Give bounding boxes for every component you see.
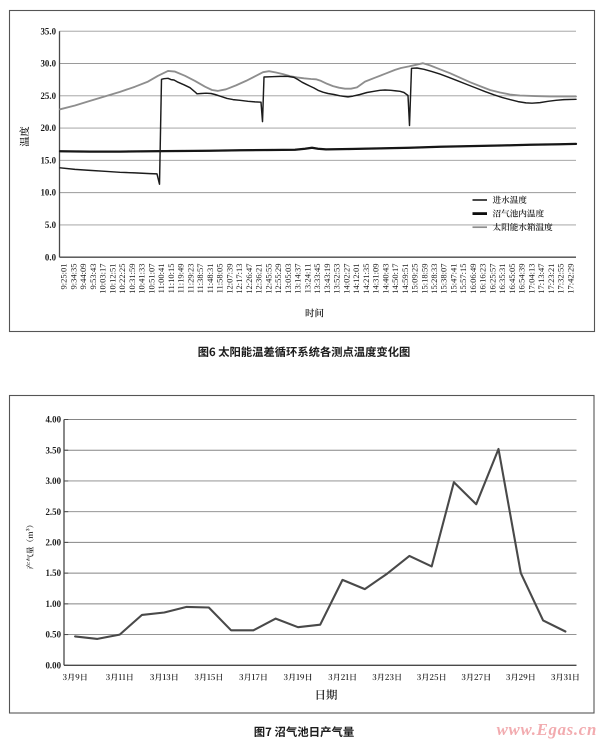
svg-text:13:14:37: 13:14:37 (293, 264, 303, 294)
svg-text:17:23:21: 17:23:21 (546, 264, 556, 294)
svg-text:3.50: 3.50 (45, 445, 61, 455)
svg-text:10:12:51: 10:12:51 (107, 264, 117, 294)
svg-text:11:10:15: 11:10:15 (166, 264, 176, 294)
svg-text:3.00: 3.00 (45, 476, 61, 486)
svg-text:15:28:33: 15:28:33 (429, 264, 439, 294)
svg-text:13:05:03: 13:05:03 (283, 264, 293, 294)
svg-text:14:59:51: 14:59:51 (400, 264, 410, 294)
svg-text:14:12:01: 14:12:01 (351, 264, 361, 294)
svg-text:10:51:07: 10:51:07 (146, 264, 156, 294)
svg-text:13:52:53: 13:52:53 (332, 264, 342, 294)
svg-text:16:25:57: 16:25:57 (487, 264, 497, 294)
svg-text:15:57:15: 15:57:15 (458, 264, 468, 294)
svg-text:11:38:57: 11:38:57 (195, 264, 205, 294)
svg-text:5.0: 5.0 (45, 220, 57, 230)
svg-text:25.0: 25.0 (40, 91, 56, 101)
svg-text:12:26:47: 12:26:47 (244, 264, 254, 294)
svg-text:15:47:41: 15:47:41 (448, 264, 458, 294)
svg-text:30.0: 30.0 (40, 59, 56, 69)
svg-text:12:17:13: 12:17:13 (234, 264, 244, 294)
svg-text:1.50: 1.50 (45, 568, 61, 578)
svg-text:0.0: 0.0 (45, 252, 57, 262)
svg-text:11:19:49: 11:19:49 (176, 264, 186, 294)
svg-text:35.0: 35.0 (40, 26, 56, 36)
svg-text:9:25:01: 9:25:01 (59, 264, 69, 290)
svg-text:14:31:09: 14:31:09 (371, 264, 381, 294)
svg-text:15:18:59: 15:18:59 (419, 264, 429, 294)
svg-text:10:31:59: 10:31:59 (127, 264, 137, 294)
svg-text:15:09:25: 15:09:25 (410, 264, 420, 294)
svg-text:20.0: 20.0 (40, 123, 56, 133)
svg-text:15.0: 15.0 (40, 155, 56, 165)
svg-text:11:00:41: 11:00:41 (156, 264, 166, 294)
svg-text:2.50: 2.50 (45, 507, 61, 517)
svg-text:10:22:25: 10:22:25 (117, 264, 127, 294)
svg-text:17:04:13: 17:04:13 (526, 264, 536, 294)
svg-text:15:38:07: 15:38:07 (439, 264, 449, 294)
svg-text:14:21:35: 14:21:35 (361, 264, 371, 294)
svg-text:0.00: 0.00 (45, 660, 61, 670)
svg-text:13:24:11: 13:24:11 (302, 264, 312, 294)
svg-text:12:55:29: 12:55:29 (273, 264, 283, 294)
svg-text:11:29:23: 11:29:23 (185, 264, 195, 294)
svg-text:9:34:35: 9:34:35 (68, 264, 78, 290)
svg-text:12:36:21: 12:36:21 (254, 264, 264, 294)
svg-text:2.00: 2.00 (45, 538, 61, 548)
svg-text:10:03:17: 10:03:17 (98, 264, 108, 294)
svg-text:16:54:39: 16:54:39 (517, 264, 527, 294)
svg-text:10:41:33: 10:41:33 (137, 264, 147, 294)
svg-text:14:40:43: 14:40:43 (380, 264, 390, 294)
svg-text:16:06:49: 16:06:49 (468, 264, 478, 294)
svg-text:9:44:09: 9:44:09 (78, 264, 88, 290)
svg-text:14:50:17: 14:50:17 (390, 264, 400, 294)
svg-text:13:43:19: 13:43:19 (322, 264, 332, 294)
svg-text:17:32:55: 17:32:55 (556, 264, 566, 294)
svg-text:10.0: 10.0 (40, 188, 56, 198)
svg-text:14:02:27: 14:02:27 (341, 264, 351, 294)
svg-text:17:13:47: 17:13:47 (536, 264, 546, 294)
svg-text:0.50: 0.50 (45, 630, 61, 640)
svg-text:12:07:39: 12:07:39 (224, 264, 234, 294)
svg-text:16:16:23: 16:16:23 (478, 264, 488, 294)
svg-text:11:48:31: 11:48:31 (205, 264, 215, 294)
svg-text:www.Egas.cn: www.Egas.cn (497, 720, 597, 739)
svg-text:13:33:45: 13:33:45 (312, 264, 322, 294)
svg-text:12:45:55: 12:45:55 (263, 264, 273, 294)
svg-text:4.00: 4.00 (45, 415, 61, 425)
svg-text:17:42:29: 17:42:29 (565, 264, 575, 294)
svg-text:9:53:43: 9:53:43 (88, 264, 98, 290)
svg-text:11:58:05: 11:58:05 (215, 264, 225, 294)
svg-text:16:45:05: 16:45:05 (507, 264, 517, 294)
svg-text:1.00: 1.00 (45, 599, 61, 609)
svg-text:16:35:31: 16:35:31 (497, 264, 507, 294)
